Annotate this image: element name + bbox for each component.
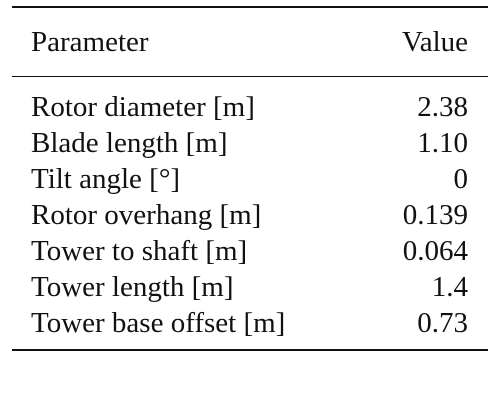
row-value: 2.38: [417, 91, 468, 123]
row-parameter: Tower length [m]: [31, 271, 234, 303]
row-value: 0.139: [402, 199, 468, 231]
bottom-rule: [12, 349, 488, 351]
row-value: 0.064: [402, 235, 468, 267]
row-parameter: Tower base offset [m]: [31, 307, 286, 339]
row-parameter: Rotor overhang [m]: [31, 199, 262, 231]
table-row: Tower length [m] 1.4: [12, 269, 488, 305]
header-value: Value: [401, 26, 468, 58]
row-value: 1.4: [431, 271, 468, 303]
header-parameter: Parameter: [31, 26, 149, 58]
table-row: Tilt angle [°] 0: [12, 161, 488, 197]
row-value: 1.10: [417, 127, 468, 159]
row-parameter: Tilt angle [°]: [31, 163, 181, 195]
row-value: 0: [453, 163, 469, 195]
parameter-table: Parameter Value Rotor diameter [m] 2.38 …: [12, 6, 488, 351]
row-parameter: Rotor diameter [m]: [31, 91, 255, 123]
row-parameter: Blade length [m]: [31, 127, 228, 159]
table-row: Tower base offset [m] 0.73: [12, 305, 488, 341]
row-parameter: Tower to shaft [m]: [31, 235, 248, 267]
table-body: Rotor diameter [m] 2.38 Blade length [m]…: [12, 77, 488, 349]
header-row: Parameter Value: [12, 8, 488, 76]
row-value: 0.73: [417, 307, 468, 339]
table-row: Blade length [m] 1.10: [12, 125, 488, 161]
top-rule: [12, 6, 488, 8]
table-row: Tower to shaft [m] 0.064: [12, 233, 488, 269]
header-rule: [12, 76, 488, 77]
table-row: Rotor overhang [m] 0.139: [12, 197, 488, 233]
table-row: Rotor diameter [m] 2.38: [12, 89, 488, 125]
